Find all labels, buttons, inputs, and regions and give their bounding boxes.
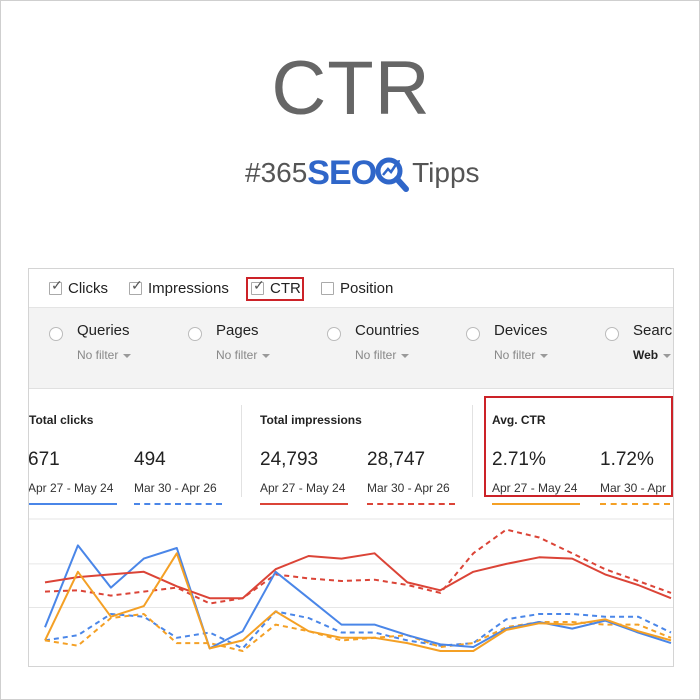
stat-title: Total impressions — [260, 413, 362, 427]
stat-title: Avg. CTR — [492, 413, 546, 427]
series-line-clicks-current — [44, 544, 672, 650]
brand-suffix: Tipps — [412, 157, 480, 188]
stat-current-value: 24,793 — [260, 449, 319, 470]
caret-down-icon — [123, 353, 132, 358]
checkbox-icon — [321, 281, 334, 295]
current-line-swatch — [29, 503, 117, 505]
filter-label: Devices — [494, 322, 548, 339]
stat-title: Total clicks — [29, 413, 94, 427]
radio-icon — [327, 327, 341, 341]
caret-down-icon — [401, 353, 410, 358]
stat-total-impressions[interactable]: Total impressions 24,793 Apr 27 - May 24… — [260, 399, 472, 505]
previous-line-swatch — [134, 503, 222, 505]
previous-line-swatch — [367, 503, 455, 505]
performance-line-chart — [29, 518, 673, 652]
radio-icon — [466, 327, 480, 341]
filter-value[interactable]: No filter — [216, 348, 271, 362]
search-console-panel: ✓ Clicks ✓ Impressions ✓ CTR Position Qu… — [28, 268, 674, 667]
radio-icon — [49, 327, 63, 341]
summary-stats: Total clicks 671 Apr 27 - May 24 494 Mar… — [28, 389, 673, 505]
series-line-ctr-previous — [44, 613, 672, 652]
magnifier-icon — [375, 157, 410, 192]
stat-previous-value: 494 — [134, 449, 166, 470]
checkbox-icon: ✓ — [49, 276, 63, 295]
series-line-clicks-previous — [44, 610, 672, 650]
metric-position-toggle[interactable]: Position — [321, 279, 393, 297]
metric-label: CTR — [270, 279, 301, 297]
metric-ctr-toggle[interactable]: ✓ CTR — [251, 276, 301, 297]
filter-value[interactable]: Web — [633, 348, 672, 362]
stat-previous-value: 28,747 — [367, 449, 426, 470]
stat-current-range: Apr 27 - May 24 — [260, 481, 346, 495]
previous-line-swatch — [600, 503, 670, 505]
stat-previous-value: 1.72% — [600, 449, 654, 470]
metric-impressions-toggle[interactable]: ✓ Impressions — [129, 276, 229, 297]
metric-label: Position — [340, 279, 394, 297]
brand-logo: #365 SEO Tipps — [245, 151, 480, 195]
page-title: CTR — [271, 46, 431, 131]
series-line-impressions-current — [44, 552, 672, 600]
ctr-highlight-box — [246, 277, 304, 301]
series-line-impressions-previous — [44, 528, 672, 605]
current-line-swatch — [260, 503, 348, 505]
divider — [241, 405, 242, 497]
brand-prefix: #365 — [245, 157, 308, 188]
stat-current-range: Apr 27 - May 24 — [28, 481, 114, 495]
radio-icon — [188, 327, 202, 341]
stat-avg-ctr[interactable]: Avg. CTR 2.71% Apr 27 - May 24 1.72% Mar… — [492, 399, 673, 505]
brand-seo-text: SEO — [307, 153, 377, 192]
metric-label: Clicks — [68, 279, 108, 297]
filter-value[interactable]: No filter — [355, 348, 410, 362]
divider — [472, 405, 473, 497]
filter-value[interactable]: No filter — [77, 348, 132, 362]
series-line-ctr-current — [44, 552, 672, 652]
stat-previous-range: Mar 30 - Apr — [600, 481, 667, 495]
radio-icon — [605, 327, 619, 341]
filter-value[interactable]: No filter — [494, 348, 549, 362]
caret-down-icon — [540, 353, 549, 358]
avg-ctr-highlight-box — [484, 396, 673, 497]
current-line-swatch — [492, 503, 580, 505]
checkbox-icon: ✓ — [251, 276, 265, 295]
filter-bar: Queries No filter Pages No filter Countr… — [29, 308, 673, 389]
stat-previous-range: Mar 30 - Apr 26 — [134, 481, 217, 495]
stat-total-clicks[interactable]: Total clicks 671 Apr 27 - May 24 494 Mar… — [28, 399, 241, 505]
filter-label: Searc — [633, 322, 673, 339]
stat-current-value: 2.71% — [492, 449, 546, 470]
checkbox-icon: ✓ — [129, 276, 143, 295]
filter-label: Queries — [77, 322, 130, 339]
stat-current-range: Apr 27 - May 24 — [492, 481, 578, 495]
stat-current-value: 671 — [28, 449, 60, 470]
metric-clicks-toggle[interactable]: ✓ Clicks — [49, 276, 108, 297]
stat-previous-range: Mar 30 - Apr 26 — [367, 481, 450, 495]
metric-toggle-bar: ✓ Clicks ✓ Impressions ✓ CTR Position — [29, 269, 673, 308]
caret-down-icon — [262, 353, 271, 358]
metric-label: Impressions — [148, 279, 229, 297]
filter-label: Countries — [355, 322, 420, 339]
caret-down-icon — [663, 353, 672, 358]
filter-label: Pages — [216, 322, 259, 339]
